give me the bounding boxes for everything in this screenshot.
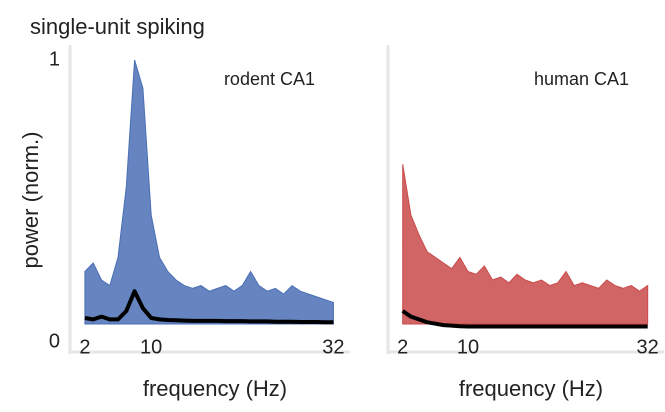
mean-spectrum-line [401,309,648,329]
y-tick-label: 0 [49,330,60,352]
x-tick-label: 10 [457,336,479,358]
x-tick-label: 2 [79,336,90,358]
mean-spectrum-line [84,289,334,325]
x-tick-label: 32 [322,336,344,358]
x-tick-label: 32 [637,336,659,358]
y-axis-label: power (norm.) [18,132,43,269]
unit-spectra-area [402,164,649,325]
x-axis-label: frequency (Hz) [459,376,603,401]
x-tick-label: 10 [140,336,162,358]
y-tick-label: 1 [49,48,60,70]
chart-title: single-unit spiking [30,14,205,39]
panel-label: rodent CA1 [224,69,315,89]
unit-spectra-area [84,59,334,325]
x-axis-label: frequency (Hz) [143,376,287,401]
panel-label: human CA1 [534,69,629,89]
x-tick-label: 2 [397,336,408,358]
